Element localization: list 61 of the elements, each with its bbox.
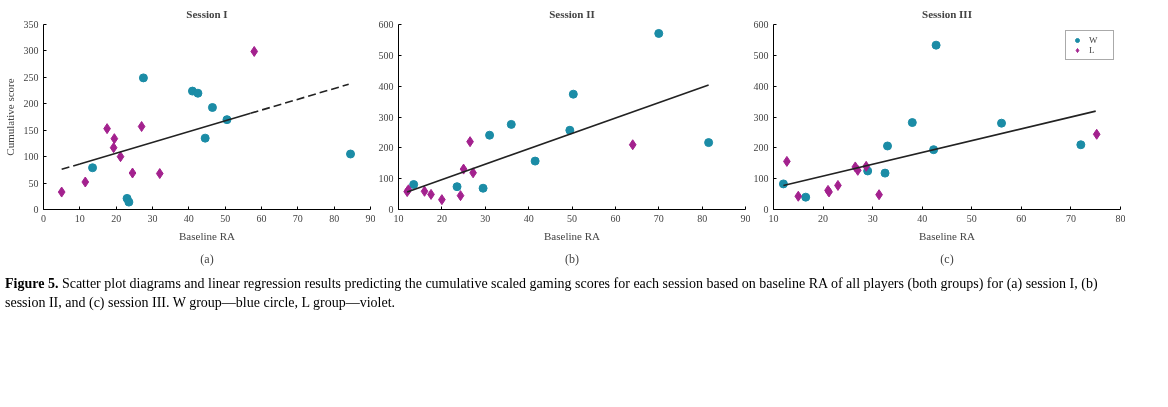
x-tick-label: 60 [610,212,621,224]
x-tick-label: 50 [220,212,231,224]
y-tick-label: 50 [28,177,39,189]
x-tick-label: 80 [1115,212,1126,224]
x-tick-label: 80 [329,212,340,224]
x-tick-label: 30 [480,212,491,224]
y-tick-label: 0 [33,204,39,215]
y-tick-label: 200 [753,142,769,154]
x-tick-label: 70 [292,212,303,224]
text: (a) [200,251,214,266]
x-axis-title: Baseline RA [544,229,601,242]
y-tick-label: 200 [378,142,394,154]
y-tick-label: 200 [23,98,39,110]
x-tick-label: 80 [697,212,708,224]
y-tick-label: 100 [378,173,394,185]
x-tick-label: 50 [567,212,577,224]
y-axis-title: Cumulative score [3,78,16,156]
legend-label: L [1089,45,1096,55]
x-tick-label: 10 [393,212,404,224]
y-tick-label: 350 [23,19,39,30]
x-tick-label: 60 [1016,212,1027,224]
x-axis-title: Baseline RA [179,229,236,242]
y-tick-label: 600 [753,19,769,30]
x-tick-label: 50 [966,212,977,224]
legend-label: W [1089,35,1099,45]
text: (c) [940,251,954,266]
y-tick-label: 300 [378,111,394,123]
chart-title: Session I [186,7,228,20]
caption: Figure 5. [5,276,59,291]
y-tick-label: 150 [23,124,39,136]
x-tick-label: 90 [740,212,751,224]
x-tick-label: 10 [768,212,779,224]
x-tick-label: 70 [653,212,664,224]
y-tick-label: 0 [388,204,394,215]
x-tick-label: 40 [917,212,928,224]
y-tick-label: 0 [763,204,769,215]
y-tick-label: 100 [753,173,769,185]
y-tick-label: 250 [23,71,39,83]
y-tick-label: 400 [753,80,769,92]
x-tick-label: 10 [74,212,85,224]
x-tick-label: 40 [183,212,194,224]
x-tick-label: 70 [1065,212,1076,224]
x-tick-label: 20 [818,212,829,224]
x-tick-label: 60 [256,212,267,224]
x-tick-label: 90 [365,212,376,224]
y-tick-label: 400 [378,80,394,92]
y-tick-label: 600 [378,19,394,30]
y-tick-label: 500 [378,49,394,61]
x-tick-label: 20 [111,212,122,224]
chart-title: Session II [549,7,595,20]
x-tick-label: 20 [436,212,447,224]
y-tick-label: 500 [753,49,769,61]
x-tick-label: 30 [147,212,158,224]
x-tick-label: 30 [867,212,878,224]
y-tick-label: 300 [753,111,769,123]
x-tick-label: 40 [523,212,534,224]
y-tick-label: 300 [23,45,39,57]
chart-title: Session III [922,7,972,20]
x-axis-title: Baseline RA [919,229,976,242]
text: (b) [565,251,579,266]
y-tick-label: 100 [23,151,39,163]
